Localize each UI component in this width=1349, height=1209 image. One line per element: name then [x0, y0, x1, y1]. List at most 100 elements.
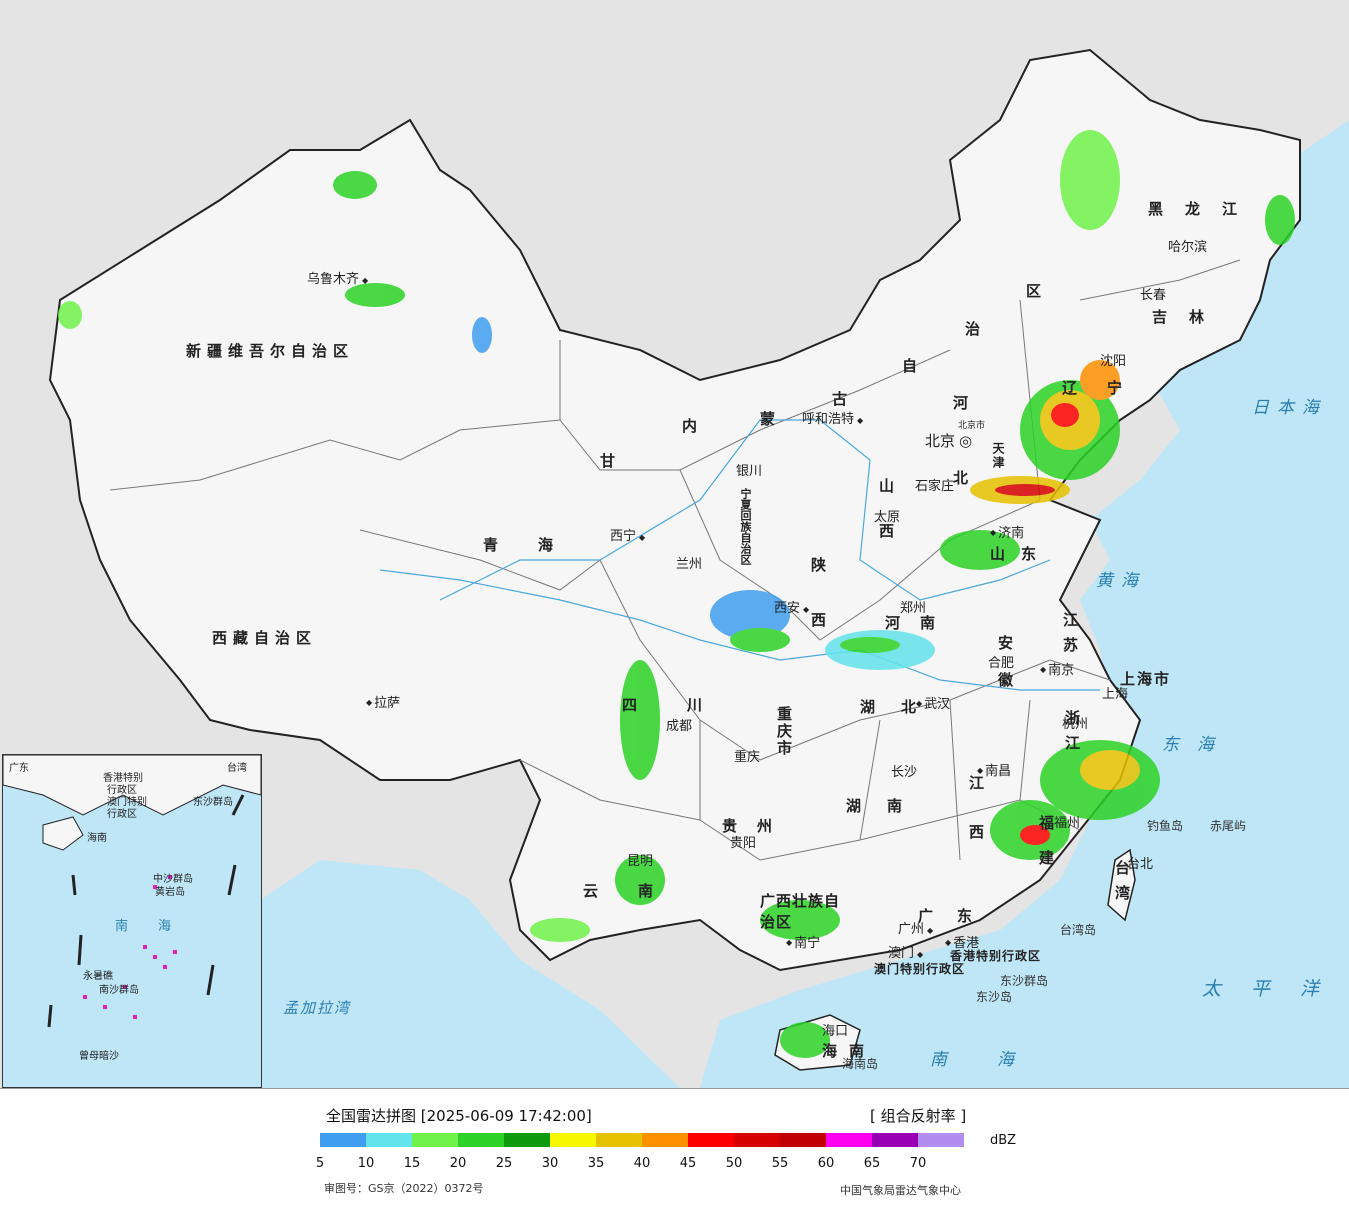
city-urumqi-label: 乌鲁木齐 [307, 272, 360, 287]
province-shaanxi: 陕西 [809, 557, 827, 667]
scale-tick-55: 55 [771, 1156, 789, 1171]
scale-tick-50: 50 [725, 1156, 743, 1171]
inset-label-mo-1: 澳门特别 [107, 797, 147, 808]
province-taiwan: 台湾 [1113, 860, 1131, 910]
province-sichuan: 四川 [622, 696, 753, 714]
land-china [48, 48, 1301, 972]
city-urumqi[interactable]: 乌鲁木齐 ◆ [307, 272, 369, 287]
scale-swatch-8 [688, 1133, 734, 1147]
city-taiyuan[interactable]: 太原 [874, 506, 900, 525]
scale-swatch-12 [872, 1133, 918, 1147]
city-changchun[interactable]: 长春 [1140, 284, 1166, 303]
city-chongqing[interactable]: 重庆 [734, 746, 760, 765]
scale-tick-60: 60 [817, 1156, 835, 1171]
city-zhengzhou-label: 郑州 [900, 601, 927, 616]
city-harbin[interactable]: 哈尔滨 [1168, 236, 1207, 255]
city-hohhot[interactable]: 呼和浩特 ◆ [802, 412, 864, 427]
province-shandong: 山东 [990, 545, 1053, 563]
city-hefei[interactable]: 合肥 [988, 652, 1014, 671]
scale-tick-5: 5 [315, 1156, 325, 1171]
map-svg [48, 48, 1349, 1088]
city-zhengzhou[interactable]: 郑州 [900, 597, 926, 616]
inset-label-mo-2: 行政区 [107, 809, 137, 820]
city-wuhan[interactable]: 武汉 [916, 693, 950, 712]
city-jinan[interactable]: 济南 [990, 522, 1024, 541]
sea-east-label: 东海 [1162, 735, 1232, 755]
city-beijing-label: 北京 [925, 432, 956, 450]
province-gansu: 甘 [600, 452, 616, 470]
city-yinchuan[interactable]: 银川 [736, 460, 762, 479]
city-changsha[interactable]: 长沙 [891, 761, 917, 780]
city-nanchang[interactable]: 南昌 [977, 760, 1011, 779]
province-ningxia: 宁夏回族自治区 [739, 488, 752, 565]
city-shanghai[interactable]: 上海 [1102, 683, 1128, 702]
inset-label-zhongsha: 中沙群岛 [153, 874, 193, 885]
province-liaoning: 辽宁 [1062, 379, 1153, 397]
province-fujian: 福建 [1037, 815, 1055, 885]
scale-tick-25: 25 [495, 1156, 513, 1171]
scale-swatch-5 [550, 1133, 596, 1147]
mosaic-title: 全国雷达拼图 [2025-06-09 17:42:00] [326, 1107, 592, 1125]
city-shenyang[interactable]: 沈阳 [1100, 350, 1126, 369]
city-beijing[interactable]: 北京 ◎ [925, 430, 972, 451]
scale-tick-35: 35 [587, 1156, 605, 1171]
issuing-center: 中国气象局雷达气象中心 [840, 1184, 961, 1197]
city-guangzhou[interactable]: 广州 ◆ [898, 922, 934, 937]
city-hohhot-label: 呼和浩特 [802, 412, 855, 427]
city-guiyang-label: 贵阳 [730, 836, 757, 851]
province-guangdong: 广东 [918, 907, 997, 925]
scale-swatch-7 [642, 1133, 688, 1147]
city-kunming[interactable]: 昆明 [627, 850, 653, 869]
scale-swatch-4 [504, 1133, 550, 1147]
inset-label-south: 南 [115, 919, 129, 934]
inset-label-hainan: 海南 [87, 833, 107, 844]
city-guangzhou-label: 广州 [898, 922, 925, 937]
city-shanghai-label: 上海 [1102, 687, 1129, 702]
city-macau[interactable]: 澳门 ◆ [888, 946, 924, 961]
sea-japan-label: 日本海 [1252, 398, 1327, 418]
city-nanning[interactable]: 南宁 [786, 932, 820, 951]
inset-label-zengmu: 曾母暗沙 [79, 1051, 119, 1062]
city-hangzhou-label: 杭州 [1062, 717, 1089, 732]
city-chongqing-label: 重庆 [734, 750, 761, 765]
inset-label-nansha: 南沙群岛 [99, 985, 139, 996]
city-guiyang[interactable]: 贵阳 [730, 832, 756, 851]
city-taiyuan-label: 太原 [874, 510, 901, 525]
province-xinjiang: 新疆维吾尔自治区 [186, 342, 355, 360]
city-haikou[interactable]: 海口 [822, 1020, 848, 1039]
city-taipei[interactable]: 台北 [1127, 853, 1153, 872]
capital-star-icon: ◎ [959, 432, 973, 450]
province-neimeng-5: 区 [1026, 282, 1042, 300]
city-nanjing[interactable]: 南京 [1040, 659, 1074, 678]
city-fuzhou[interactable]: 福州 [1054, 812, 1080, 831]
city-xian[interactable]: 西安 ◆ [774, 601, 810, 616]
inset-label-hk-2: 行政区 [107, 785, 137, 796]
scale-unit: dBZ [990, 1133, 1017, 1148]
province-henan: 河南 [885, 614, 956, 632]
province-hunan: 湖南 [846, 797, 929, 815]
scale-swatch-1 [366, 1133, 412, 1147]
city-hongkong[interactable]: 香港 [945, 932, 979, 951]
inset-label-guangdong: 广东 [9, 763, 29, 774]
sea-pacific-label: 太平洋 [1202, 978, 1349, 1000]
province-zhejiang: 浙江 [1063, 710, 1081, 760]
province-anhui: 安徽 [996, 635, 1014, 709]
city-shijiazhuang[interactable]: 石家庄 [915, 475, 954, 494]
province-macau: 澳门特别行政区 [874, 962, 966, 976]
city-lanzhou[interactable]: 兰州 [676, 553, 702, 572]
inset-label-huangyan: 黄岩岛 [155, 887, 185, 898]
island-hainan: 海南岛 [842, 1057, 879, 1071]
city-lhasa[interactable]: 拉萨 [366, 692, 400, 711]
south-china-sea-inset[interactable]: 广东 台湾 香港特别 行政区 澳门特别 行政区 东沙群岛 海南 海 南 中沙群岛… [2, 754, 262, 1088]
city-xining[interactable]: 西宁 ◆ [610, 529, 646, 544]
scale-swatch-2 [412, 1133, 458, 1147]
scale-tick-15: 15 [403, 1156, 421, 1171]
city-chengdu[interactable]: 成都 [666, 715, 692, 734]
scale-tick-30: 30 [541, 1156, 559, 1171]
province-neimeng-2: 古 [832, 390, 848, 408]
radar-map[interactable]: 新疆维吾尔自治区 西藏自治区 青海 甘 内 蒙 古 自 治 区 黑龙江 吉林 辽… [0, 0, 1349, 1088]
scale-swatch-11 [826, 1133, 872, 1147]
city-hangzhou[interactable]: 杭州 [1062, 713, 1088, 732]
province-xizang: 西藏自治区 [212, 629, 318, 647]
